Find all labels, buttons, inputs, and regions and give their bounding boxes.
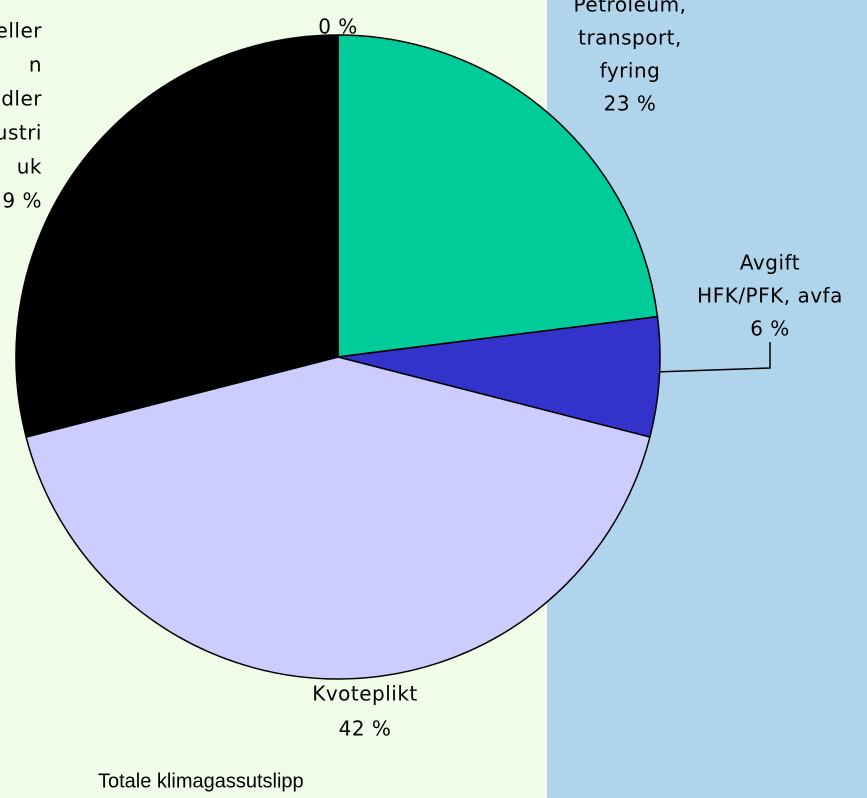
value-label: 23 % <box>604 92 657 116</box>
value-label: 0 % <box>318 15 358 39</box>
pie-slice <box>337 34 659 358</box>
slice-label: dler <box>1 87 42 111</box>
leader-line <box>654 342 771 373</box>
value-label: 29 % <box>0 189 42 213</box>
pie-slice <box>337 315 661 438</box>
value-label: 42 % <box>339 717 392 741</box>
slice-label: fyring <box>600 59 661 83</box>
slice-label: Avgift <box>740 251 800 275</box>
value-label: 6 % <box>750 317 790 341</box>
pie-slice <box>25 356 651 680</box>
slice-label: transport, <box>578 26 682 50</box>
slice-label: eller <box>0 19 42 43</box>
slice-label: dustri <box>0 121 42 145</box>
slice-label: Kvoteplikt <box>312 682 418 706</box>
slice-label: Petroleum, <box>574 0 687 17</box>
slice-label: uk <box>17 155 42 179</box>
footer: Totale klimagassutslipp <box>98 770 304 792</box>
pie-slice <box>15 34 339 438</box>
slice-label: n <box>29 53 42 77</box>
slice-label: HFK/PFK, avfa <box>697 284 843 308</box>
